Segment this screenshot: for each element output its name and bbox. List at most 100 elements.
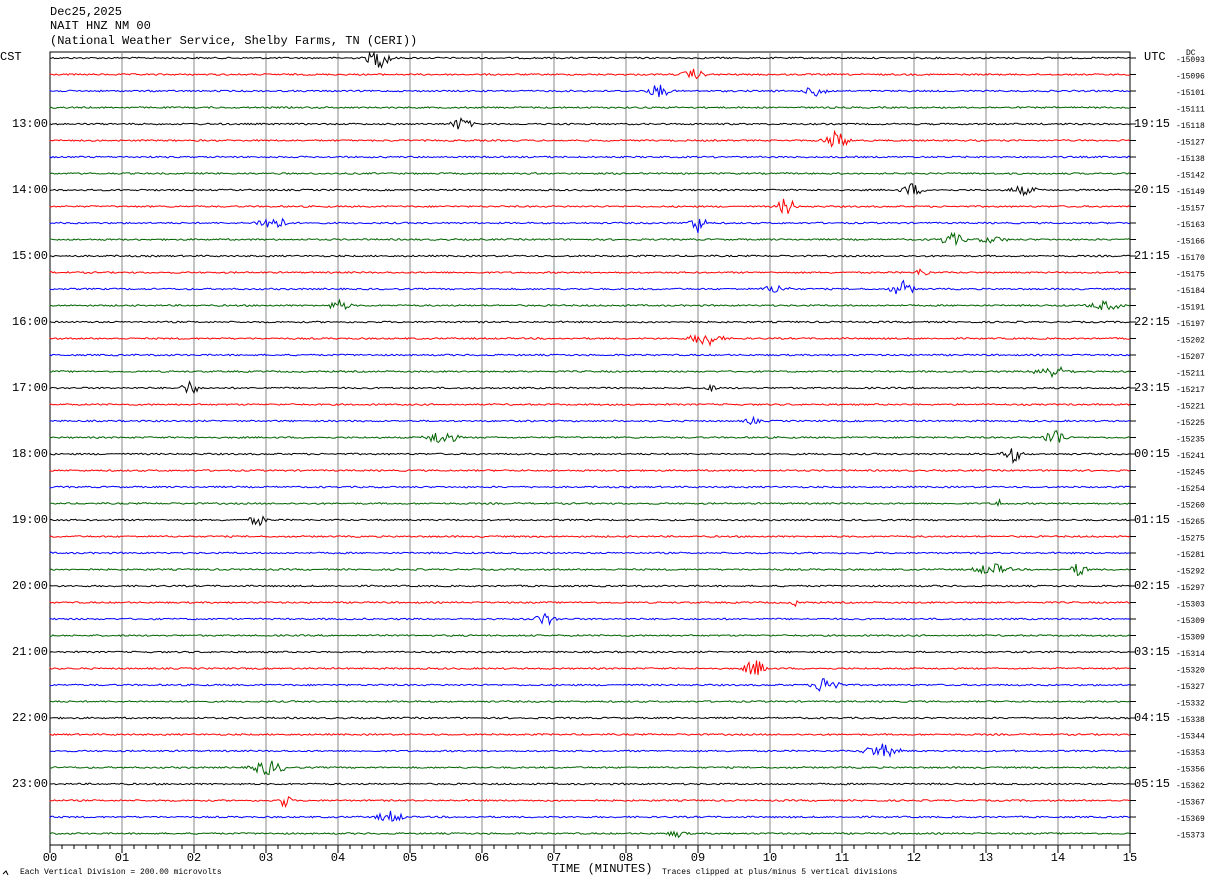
- trace: [49, 268, 1131, 276]
- offset-label: -15191: [1176, 304, 1205, 313]
- offset-label: -15297: [1176, 584, 1205, 593]
- offset-label: -15235: [1176, 436, 1205, 445]
- network: (National Weather Service, Shelby Farms,…: [50, 34, 417, 48]
- left-time-label: 13:00: [12, 117, 48, 131]
- trace: [49, 600, 1131, 608]
- trace: [49, 320, 1131, 324]
- trace: [49, 796, 1131, 808]
- x-tick-label: 06: [475, 851, 489, 865]
- trace: [49, 155, 1131, 159]
- offset-label: -15292: [1176, 568, 1205, 577]
- left-time-label: 18:00: [12, 447, 48, 461]
- trace: [49, 172, 1131, 175]
- logo-icon: [2, 870, 9, 876]
- left-time-label: 20:00: [12, 579, 48, 593]
- clip-note: Traces clipped at plus/minus 5 vertical …: [662, 868, 897, 877]
- left-time-label: 22:00: [12, 711, 48, 725]
- x-tick-label: 09: [691, 851, 705, 865]
- trace: [50, 716, 1131, 720]
- offset-label: -15093: [1176, 56, 1205, 65]
- offset-label: -15314: [1176, 650, 1205, 659]
- trace: [49, 551, 1131, 555]
- left-time-label: 16:00: [12, 315, 48, 329]
- offset-label: -15101: [1176, 89, 1205, 98]
- trace: [49, 650, 1131, 654]
- offset-label: -15320: [1176, 667, 1205, 676]
- left-time-label: 21:00: [12, 645, 48, 659]
- offset-label: -15197: [1176, 320, 1205, 329]
- trace: [49, 117, 1131, 130]
- right-time-label: 00:15: [1134, 447, 1170, 461]
- trace: [49, 430, 1131, 444]
- offset-label: -15309: [1176, 617, 1205, 626]
- offset-label: -15202: [1176, 337, 1205, 346]
- offset-label: -15254: [1176, 485, 1205, 494]
- trace: [49, 217, 1131, 234]
- left-time-label: 17:00: [12, 381, 48, 395]
- offset-label: -15166: [1176, 238, 1205, 247]
- offset-label: -15241: [1176, 452, 1205, 461]
- x-tick-label: 05: [403, 851, 417, 865]
- trace: [49, 699, 1131, 703]
- trace: [49, 106, 1131, 109]
- left-time-label: 19:00: [12, 513, 48, 527]
- offset-label: -15275: [1176, 535, 1205, 544]
- right-time-label: 21:15: [1134, 249, 1170, 263]
- station: NAIT HNZ NM 00: [50, 19, 151, 33]
- offset-label: -15367: [1176, 799, 1205, 808]
- offset-label: -15362: [1176, 782, 1205, 791]
- right-time-label: 22:15: [1134, 315, 1170, 329]
- offset-label: -15338: [1176, 716, 1205, 725]
- offset-label: -15225: [1176, 419, 1205, 428]
- x-axis-title: TIME (MINUTES): [552, 862, 653, 876]
- offset-label: -15175: [1176, 271, 1205, 280]
- trace: [49, 830, 1131, 839]
- offset-label: -15260: [1176, 502, 1205, 511]
- date: Dec25,2025: [50, 5, 122, 19]
- right-zone: UTC: [1144, 50, 1166, 64]
- offset-label: -15281: [1176, 551, 1205, 560]
- trace: [49, 660, 1131, 675]
- offset-label: -15373: [1176, 832, 1205, 841]
- trace: [50, 254, 1131, 258]
- offset-label: -15265: [1176, 518, 1205, 527]
- x-tick-label: 14: [1051, 851, 1065, 865]
- offset-label: -15356: [1176, 766, 1205, 775]
- offset-label: -15163: [1176, 221, 1205, 230]
- right-time-label: 23:15: [1134, 381, 1170, 395]
- x-tick-label: 00: [43, 851, 57, 865]
- offset-label: -15149: [1176, 188, 1205, 197]
- x-tick-label: 13: [979, 851, 993, 865]
- dc-label: DC: [1186, 49, 1196, 58]
- offset-label: -15111: [1176, 106, 1205, 115]
- trace: [49, 468, 1131, 472]
- trace: [49, 183, 1131, 197]
- offset-label: -15157: [1176, 205, 1205, 214]
- offset-label: -15211: [1176, 370, 1205, 379]
- trace: [49, 498, 1131, 507]
- trace: [49, 353, 1131, 357]
- trace: [49, 732, 1131, 736]
- trace: [49, 678, 1131, 692]
- right-time-label: 05:15: [1134, 777, 1170, 791]
- trace: [49, 584, 1131, 588]
- x-tick-label: 07: [547, 851, 561, 865]
- trace: [49, 448, 1131, 465]
- offset-label: -15138: [1176, 155, 1205, 164]
- trace: [49, 298, 1131, 311]
- offset-label: -15207: [1176, 353, 1205, 362]
- x-tick-label: 08: [619, 851, 633, 865]
- trace: [49, 515, 1131, 527]
- x-tick-label: 02: [187, 851, 201, 865]
- trace: [49, 485, 1131, 489]
- trace: [49, 51, 1131, 69]
- offset-label: -15353: [1176, 749, 1205, 758]
- trace: [49, 129, 1131, 148]
- right-time-label: 03:15: [1134, 645, 1170, 659]
- x-tick-label: 03: [259, 851, 273, 865]
- trace: [49, 612, 1131, 627]
- trace: [49, 68, 1131, 80]
- left-time-label: 23:00: [12, 777, 48, 791]
